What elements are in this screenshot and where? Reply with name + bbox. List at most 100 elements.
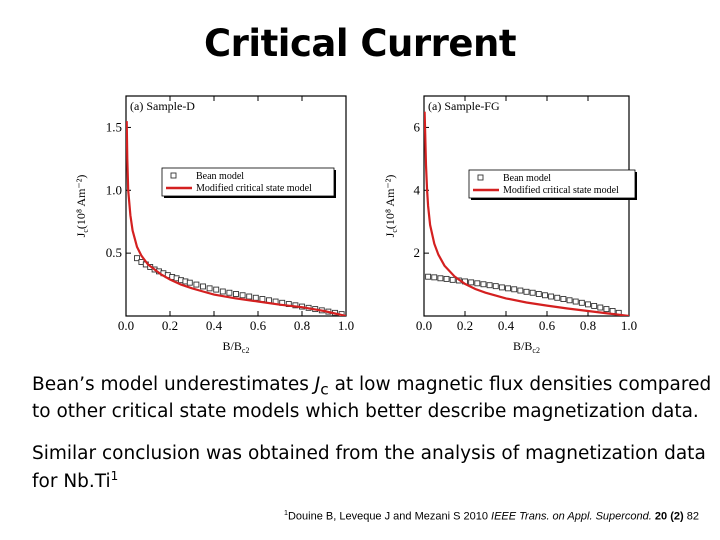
sample-fg-bean-point xyxy=(523,288,530,295)
sample-d-xtick-label: 0.4 xyxy=(206,318,223,333)
sample-d-bean-point xyxy=(239,292,246,299)
sample-d-bean-point xyxy=(213,286,220,293)
sample-fg-bean-point xyxy=(560,296,567,302)
sample-d-yaxis-label-sub: c xyxy=(81,229,90,233)
citation: 1Douine B, Leveque J and Mezani S 2010 I… xyxy=(284,509,699,523)
sample-d-bean-point xyxy=(252,294,259,301)
paragraph-bean-underestimates: Bean’s model underestimates Jc at low ma… xyxy=(32,374,712,423)
sample-d-bean-point xyxy=(233,291,239,297)
sample-d-bean-point xyxy=(206,285,213,292)
sample-fg-legend-box xyxy=(468,169,636,199)
sample-fg-bean-point xyxy=(468,279,475,286)
paragraph1-before: Bean’s model underestimates xyxy=(32,374,315,395)
sample-d-xtick-label: 0.2 xyxy=(162,318,178,333)
sample-d-xaxis-label-main: B/B xyxy=(223,339,242,353)
sample-fg-bean-point xyxy=(443,275,450,282)
sample-d-bean-point xyxy=(200,283,206,290)
sample-fg-xtick-label: 0.0 xyxy=(416,318,432,333)
sample-fg-bean-point xyxy=(603,306,610,313)
paragraph2-footnote-mark: 1 xyxy=(110,468,119,483)
sample-fg-bean-point xyxy=(572,298,579,305)
sample-d-ytick-label: 1.0 xyxy=(106,182,122,197)
sample-fg-ytick-label: 4 xyxy=(414,182,421,197)
sample-d-bean-point xyxy=(219,288,226,295)
chart-sample-fg: 0.0 0.2 0.4 0.6 0.8 1.0 2 4 6 B/Bc2 Jc(10⁸ Am⁻²) (a… xyxy=(378,82,644,368)
sample-fg-panel-label: (a) Sample-FG xyxy=(428,99,500,113)
sample-fg-modified-line xyxy=(424,111,629,316)
paragraph2-text: Similar conclusion was obtained from the… xyxy=(32,442,706,492)
sample-fg-xtick-label: 0.4 xyxy=(498,318,515,333)
sample-d-xtick-label: 0.6 xyxy=(250,318,267,333)
sample-fg-bean-point xyxy=(474,280,481,287)
sample-fg-bean-point xyxy=(597,304,604,311)
citation-page: 82 xyxy=(686,510,699,523)
sample-fg-bean-point xyxy=(480,281,487,288)
sample-d-xaxis-label-sub: c2 xyxy=(242,346,250,355)
chart-sample-d: 0.0 0.2 0.4 0.6 0.8 1.0 0.5 1.0 1.5 B/Bc2 Jc(10⁸ A… xyxy=(74,82,372,368)
paragraph1-after: at low magnetic flux densities compared … xyxy=(32,374,712,422)
sample-fg-bean-point xyxy=(511,286,518,293)
sample-d-bean-point xyxy=(193,281,200,288)
citation-journal: IEEE Trans. on Appl. Supercond. xyxy=(491,510,652,523)
sample-fg-xtick-label: 1.0 xyxy=(621,318,637,333)
sample-fg-bean-point xyxy=(492,283,499,290)
sample-d-yaxis-label: Jc(10⁸ Am⁻²) xyxy=(76,175,90,238)
sample-fg-xaxis-label-main: B/B xyxy=(513,339,532,353)
chart-sample-d-svg: 0.0 0.2 0.4 0.6 0.8 1.0 0.5 1.0 1.5 B/Bc2 Jc(10⁸ A… xyxy=(74,95,354,355)
sample-fg-legend-bean-marker xyxy=(477,174,484,181)
sample-fg-ytick-label: 6 xyxy=(414,119,421,134)
sample-fg-xaxis-label: B/Bc2 xyxy=(513,339,540,355)
sample-d-bean-point xyxy=(226,289,233,296)
sample-fg-bean-point xyxy=(449,276,456,283)
sample-d-xtick-label: 0.8 xyxy=(294,318,310,333)
sample-fg-bean-point xyxy=(517,287,524,294)
sample-fg-bean-point xyxy=(578,299,585,306)
sample-d-xtick-label: 1.0 xyxy=(338,318,354,333)
sample-fg-plot-area xyxy=(424,111,629,316)
sample-d-modified-line xyxy=(126,121,346,316)
sample-fg-yaxis-label-sub: c xyxy=(390,229,399,233)
sample-d-legend-bean-marker xyxy=(170,172,177,179)
sample-d-legend-modified-label: Modified critical state model xyxy=(196,183,312,194)
sample-d-bean-point xyxy=(186,279,193,286)
sample-fg-yaxis-label-main: J xyxy=(383,232,397,237)
sample-d-plot-frame xyxy=(125,95,347,317)
sample-fg-bean-point xyxy=(566,297,573,304)
citation-volume: 20 xyxy=(654,510,668,523)
sample-fg-bean-point xyxy=(585,301,591,308)
sample-d-legend-bean-label: Bean model xyxy=(196,171,244,182)
sample-d-xtick-label: 0.0 xyxy=(118,318,134,333)
sample-d-panel-label: (a) Sample-D xyxy=(130,99,195,113)
sample-fg-xtick-label: 0.2 xyxy=(457,318,473,333)
chart-sample-fg-svg: 0.0 0.2 0.4 0.6 0.8 1.0 2 4 6 B/Bc2 Jc(10⁸ Am⁻²) (a… xyxy=(383,95,637,355)
sample-fg-xaxis-label-sub: c2 xyxy=(532,346,540,355)
sample-fg-bean-point xyxy=(529,289,536,296)
paragraph-similar-conclusion: Similar conclusion was obtained from the… xyxy=(32,443,712,493)
sample-d-plot-area xyxy=(126,121,346,316)
sample-fg-legend-modified-label: Modified critical state model xyxy=(503,185,619,196)
sample-fg-bean-point xyxy=(486,282,493,289)
sample-fg-bean-point xyxy=(535,291,542,297)
sample-d-bean-point xyxy=(134,255,140,262)
paragraph1-j-subscript: c xyxy=(320,380,329,399)
sample-d-ytick-label: 0.5 xyxy=(106,245,122,260)
sample-fg-bean-point xyxy=(431,274,438,281)
sample-fg-xtick-label: 0.8 xyxy=(580,318,596,333)
sample-fg-yaxis-label-rest: (10⁸ Am⁻²) xyxy=(383,175,397,229)
sample-fg-bean-point xyxy=(498,284,505,291)
sample-d-xaxis-label: B/Bc2 xyxy=(223,339,250,355)
citation-mark: 1 xyxy=(284,509,288,517)
body-text: Bean’s model underestimates Jc at low ma… xyxy=(32,374,712,513)
sample-fg-yaxis-label: Jc(10⁸ Am⁻²) xyxy=(383,175,399,238)
sample-fg-legend-bean-label: Bean model xyxy=(503,173,551,184)
sample-d-yaxis-label-main: J xyxy=(76,232,88,237)
sample-d-bean-point xyxy=(246,293,253,300)
sample-fg-xtick-label: 0.6 xyxy=(539,318,556,333)
citation-authors: Douine B, Leveque J and Mezani S 2010 xyxy=(287,510,492,523)
sample-fg-bean-point xyxy=(437,275,444,282)
sample-fg-bean-point xyxy=(425,273,432,280)
paragraph1-j-symbol: J xyxy=(314,374,321,395)
sample-fg-bean-point xyxy=(554,294,561,301)
